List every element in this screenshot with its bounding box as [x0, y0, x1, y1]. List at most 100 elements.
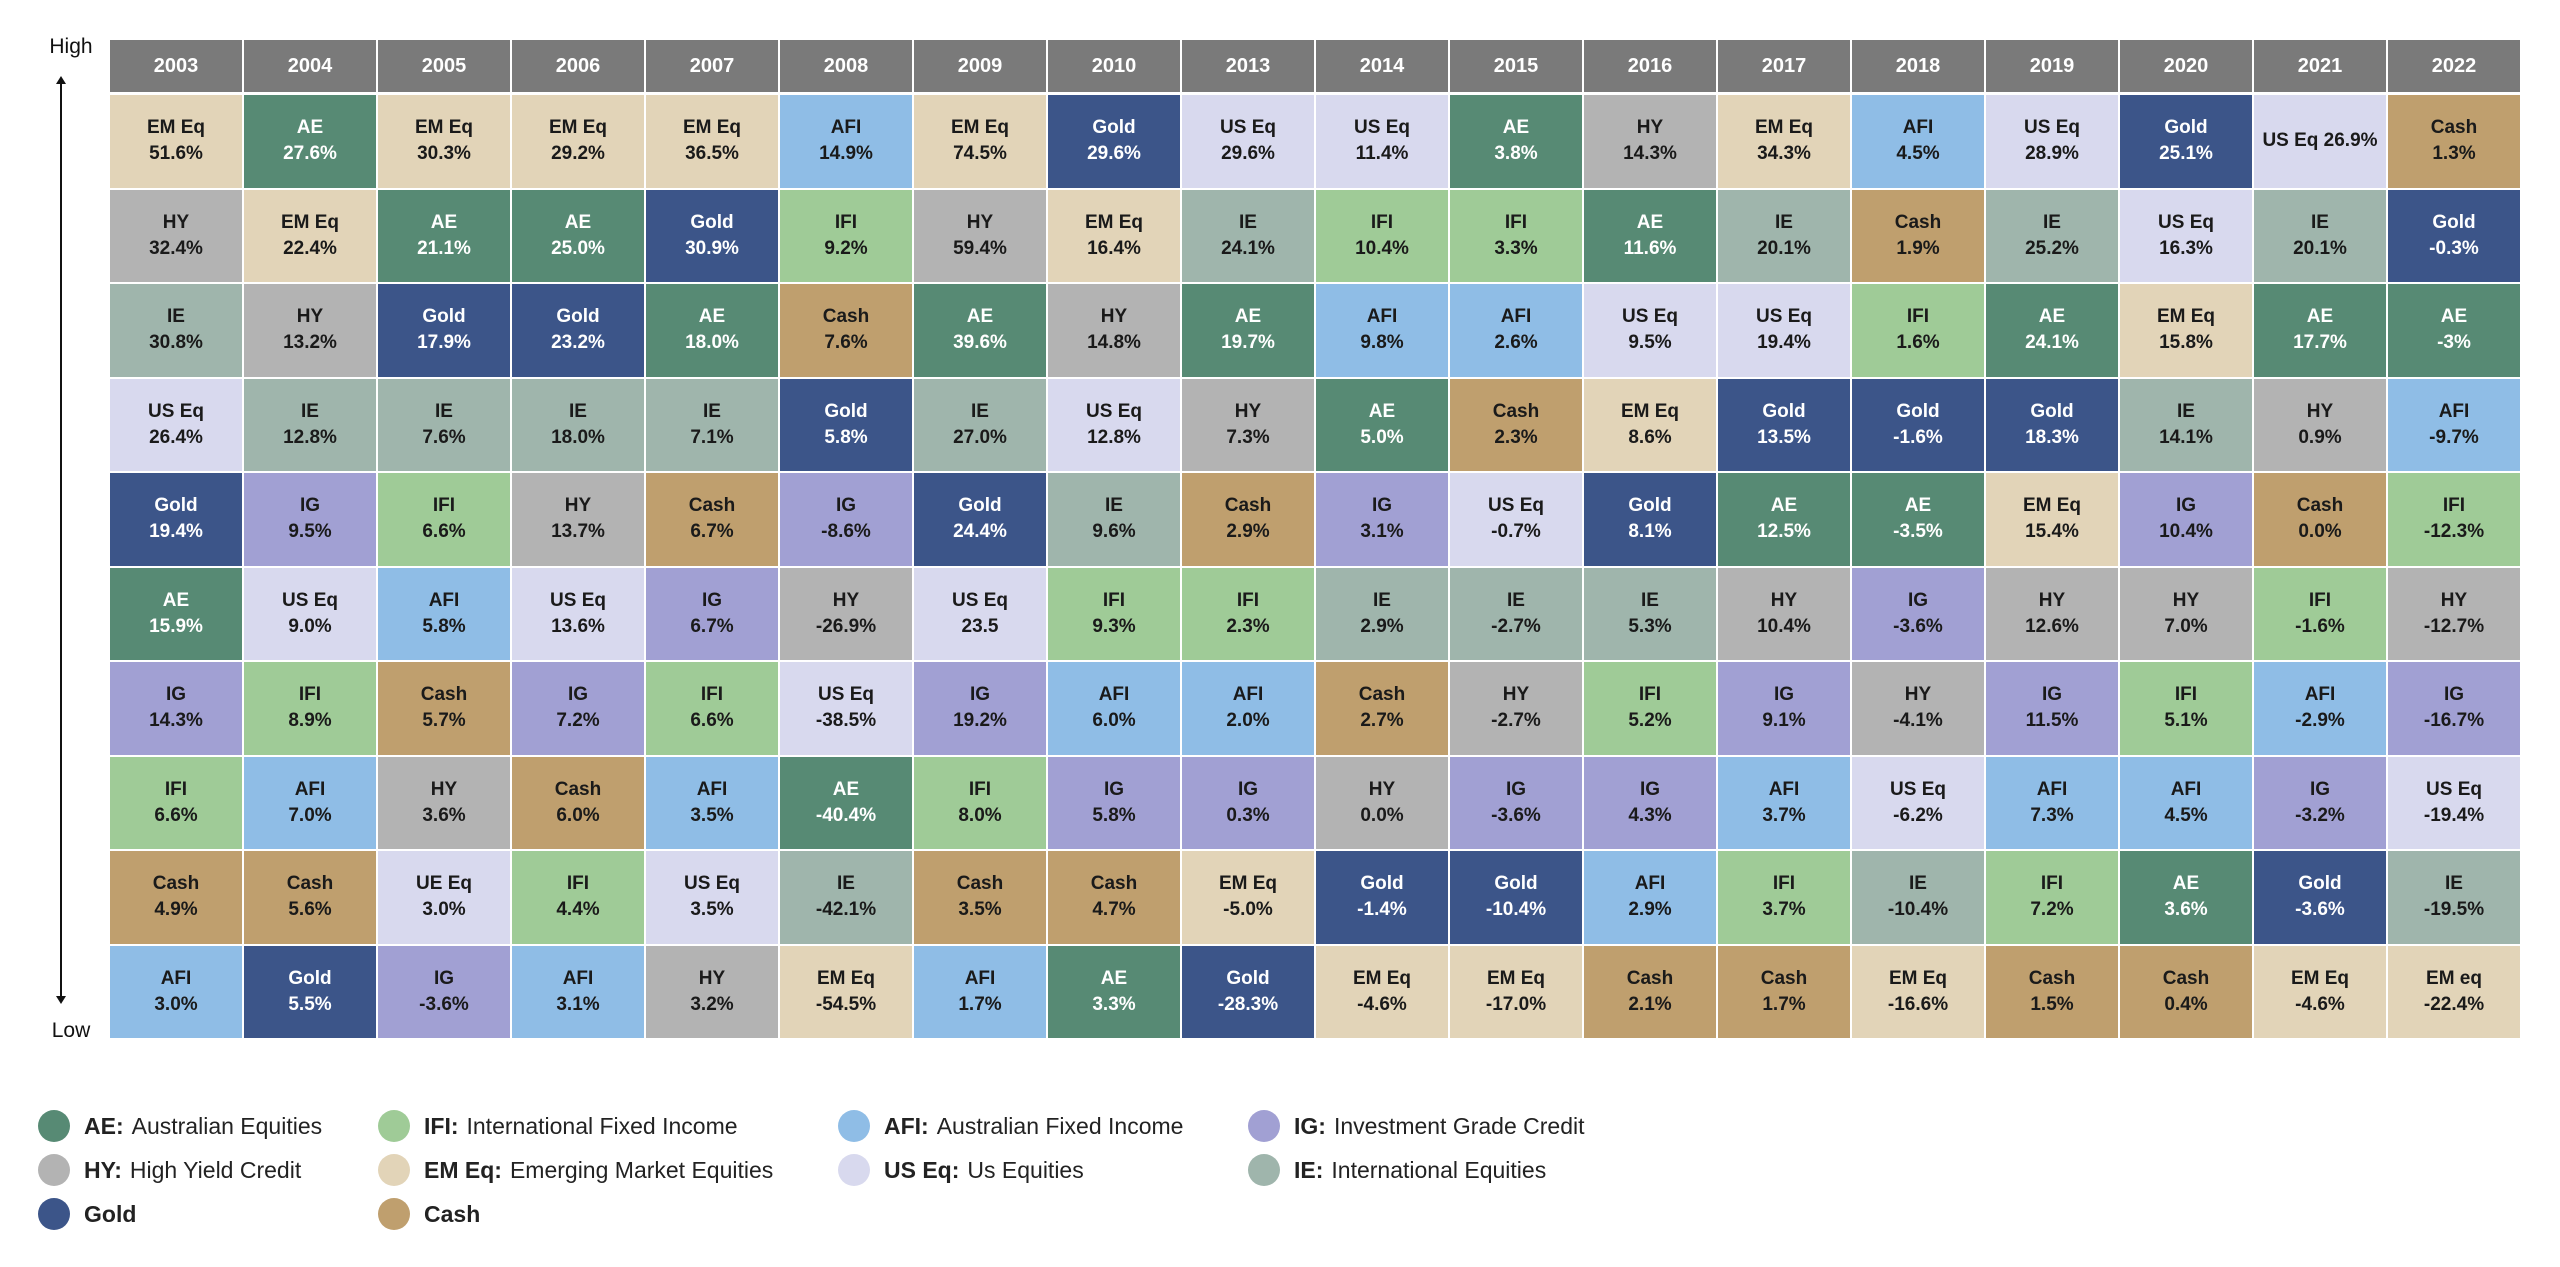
return-cell: AFI 3.7% — [1718, 756, 1850, 849]
asset-label: IFI — [834, 211, 858, 233]
return-cell: Gold 23.2% — [512, 284, 644, 377]
return-value: -3.2% — [2295, 804, 2345, 826]
asset-label: IFI — [566, 873, 590, 895]
return-value: -12.3% — [2423, 521, 2485, 543]
return-value: 16.3% — [2159, 237, 2213, 259]
legend-swatch — [838, 1154, 870, 1186]
return-value: 2.3% — [1226, 615, 1270, 637]
return-value: 51.6% — [149, 143, 203, 165]
asset-label: US Eq — [952, 589, 1008, 611]
asset-label: EM Eq — [548, 117, 608, 139]
return-cell: Cash 1.3% — [2388, 95, 2520, 188]
year-header: 2009 — [914, 40, 1046, 92]
return-cell: IG 9.5% — [244, 473, 376, 566]
return-value: 5.2% — [1628, 710, 1672, 732]
return-value: 16.4% — [1087, 237, 1141, 259]
return-cell: EM Eq -5.0% — [1182, 851, 1314, 944]
return-value: 24.1% — [2025, 332, 2079, 354]
asset-label: IG — [2309, 778, 2331, 800]
return-cell: Cash 2.9% — [1182, 473, 1314, 566]
return-value: 11.5% — [2025, 710, 2079, 732]
return-cell: IG 14.3% — [110, 662, 242, 755]
return-value: -54.5% — [815, 993, 877, 1015]
asset-label: EM Eq — [1218, 873, 1278, 895]
return-cell: Gold -10.4% — [1450, 851, 1582, 944]
asset-label: AE — [1502, 117, 1530, 139]
asset-label: EM Eq — [146, 117, 206, 139]
return-cell: IG 0.3% — [1182, 756, 1314, 849]
asset-label: AFI — [1232, 684, 1264, 706]
return-value: 18.0% — [551, 426, 605, 448]
asset-label: AFI — [2438, 400, 2470, 422]
asset-label: IE — [2311, 211, 2329, 233]
return-cell: AE 3.3% — [1048, 945, 1180, 1038]
return-value: 2.7% — [1360, 710, 1404, 732]
return-cell: Cash 6.0% — [512, 756, 644, 849]
return-cell: US Eq -19.4% — [2388, 756, 2520, 849]
legend-swatch — [838, 1110, 870, 1142]
asset-label: Gold — [2432, 211, 2476, 233]
return-cell: IG 7.2% — [512, 662, 644, 755]
asset-label: HY — [2306, 400, 2334, 422]
return-value: 5.8% — [824, 426, 868, 448]
return-value: 4.9% — [154, 899, 198, 921]
return-value: 0.0% — [2298, 521, 2342, 543]
return-value: 12.8% — [1087, 426, 1141, 448]
asset-label: IG — [1773, 684, 1795, 706]
asset-label: Cash — [2430, 117, 2478, 139]
asset-label: AFI — [2036, 778, 2068, 800]
return-value: 14.8% — [1087, 332, 1141, 354]
return-cell: HY 59.4% — [914, 189, 1046, 282]
return-cell: IFI 1.6% — [1852, 284, 1984, 377]
return-cell: HY 14.8% — [1048, 284, 1180, 377]
year-header: 2004 — [244, 40, 376, 92]
asset-label: EM Eq — [1084, 211, 1144, 233]
return-value: 7.6% — [422, 426, 466, 448]
return-value: 6.6% — [422, 521, 466, 543]
asset-label: AE — [1100, 967, 1128, 989]
return-value: 6.6% — [154, 804, 198, 826]
return-cell: Gold 29.6% — [1048, 95, 1180, 188]
return-value: -4.6% — [2295, 993, 2345, 1015]
asset-label: IFI — [2442, 495, 2466, 517]
return-value: 9.0% — [288, 615, 332, 637]
return-value: 59.4% — [953, 237, 1007, 259]
asset-label: US Eq — [1756, 306, 1812, 328]
return-cell: AFI 4.5% — [1852, 95, 1984, 188]
return-cell: IFI 4.4% — [512, 851, 644, 944]
return-value: -2.9% — [2295, 710, 2345, 732]
asset-label: IE — [301, 400, 319, 422]
return-cell: EM Eq 34.3% — [1718, 95, 1850, 188]
return-cell: EM Eq 29.2% — [512, 95, 644, 188]
asset-label: AE — [2172, 873, 2200, 895]
return-value: 2.6% — [1494, 332, 1538, 354]
return-cell: HY 32.4% — [110, 189, 242, 282]
asset-label: US Eq — [282, 589, 338, 611]
asset-label: Gold — [288, 967, 332, 989]
asset-label: IG — [1505, 778, 1527, 800]
return-cell: Gold 25.1% — [2120, 95, 2252, 188]
legend-label: International Fixed Income — [466, 1112, 738, 1139]
return-cell: Cash 5.6% — [244, 851, 376, 944]
return-cell: Gold -3.6% — [2254, 851, 2386, 944]
return-value: 14.9% — [819, 143, 873, 165]
return-cell: EM Eq -16.6% — [1852, 945, 1984, 1038]
return-cell: AE 24.1% — [1986, 284, 2118, 377]
return-value: 6.7% — [690, 615, 734, 637]
legend-swatch — [1248, 1110, 1280, 1142]
return-value: 3.7% — [1762, 804, 1806, 826]
asset-label: EM Eq — [1620, 400, 1680, 422]
return-value: -6.2% — [1893, 804, 1943, 826]
asset-label: UE Eq — [416, 873, 472, 895]
legend-label: Emerging Market Equities — [509, 1156, 774, 1183]
return-cell: Cash 6.7% — [646, 473, 778, 566]
asset-label: IFI — [298, 684, 322, 706]
return-cell: EM Eq 30.3% — [378, 95, 510, 188]
return-value: 3.3% — [1092, 993, 1136, 1015]
return-cell: AFI 2.6% — [1450, 284, 1582, 377]
legend-item: US Eq: Us Equities — [838, 1154, 1084, 1186]
return-value: 7.3% — [2030, 804, 2074, 826]
asset-label: HY — [2440, 589, 2468, 611]
asset-label: AE — [2038, 306, 2066, 328]
return-cell: UE Eq 3.0% — [378, 851, 510, 944]
